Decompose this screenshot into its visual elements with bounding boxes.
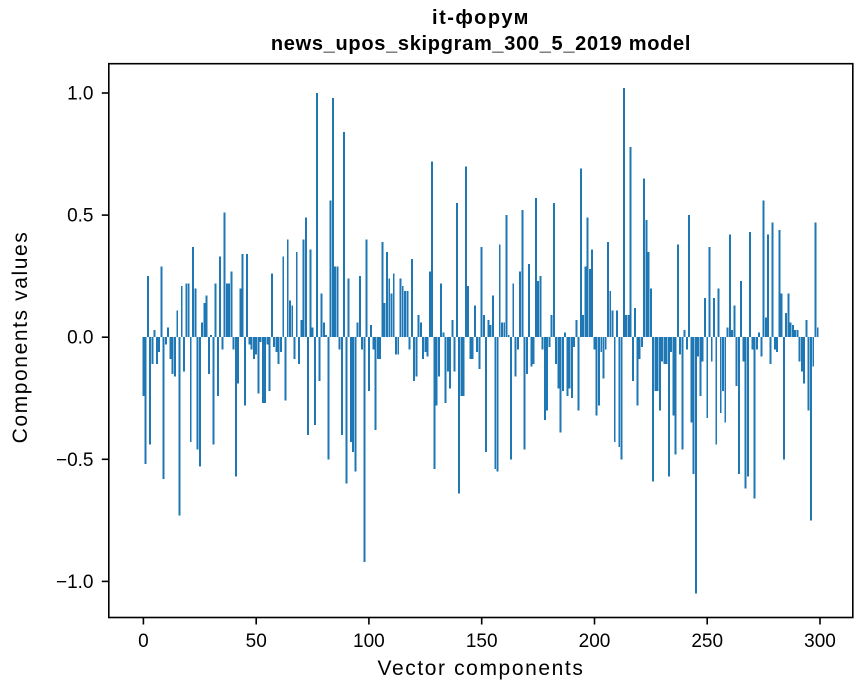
svg-text:1.0: 1.0 — [67, 84, 93, 105]
svg-text:Components values: Components values — [9, 231, 32, 444]
svg-text:it-форум: it-форум — [432, 7, 530, 29]
svg-text:0.0: 0.0 — [67, 328, 93, 349]
svg-text:0.5: 0.5 — [67, 206, 93, 227]
svg-text:200: 200 — [579, 631, 611, 652]
svg-text:300: 300 — [804, 631, 836, 652]
svg-text:100: 100 — [353, 631, 385, 652]
svg-text:50: 50 — [246, 631, 267, 652]
svg-text:news_upos_skipgram_300_5_2019: news_upos_skipgram_300_5_2019 model — [271, 33, 691, 55]
svg-text:−1.0: −1.0 — [56, 572, 94, 593]
svg-text:−0.5: −0.5 — [56, 450, 94, 471]
svg-text:0: 0 — [138, 631, 149, 652]
svg-text:150: 150 — [466, 631, 498, 652]
svg-text:250: 250 — [691, 631, 723, 652]
svg-text:Vector components: Vector components — [378, 657, 585, 680]
